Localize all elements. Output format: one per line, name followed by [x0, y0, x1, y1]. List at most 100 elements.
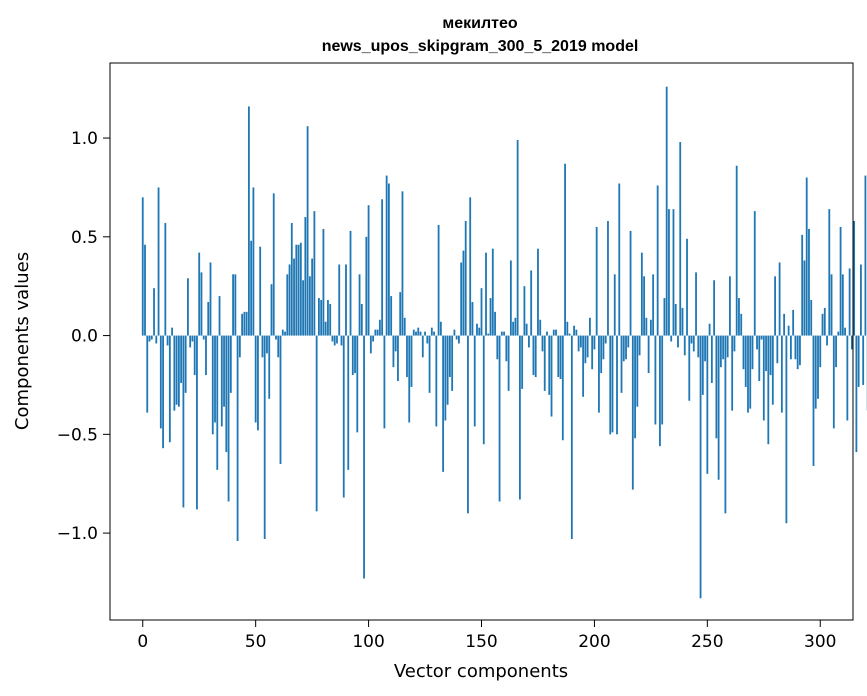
bar-124 — [421, 335, 424, 358]
bar-127 — [428, 335, 431, 393]
bar-21 — [189, 335, 192, 348]
bar-6 — [155, 335, 158, 344]
bar-172 — [530, 270, 533, 336]
bar-137 — [451, 335, 454, 391]
bar-142 — [462, 250, 465, 336]
bar-284 — [783, 313, 786, 336]
bar-251 — [708, 323, 711, 336]
bar-270 — [751, 335, 754, 370]
bar-219 — [636, 335, 639, 407]
bar-22 — [191, 335, 194, 342]
bar-98 — [363, 335, 365, 579]
bar-260 — [729, 276, 731, 336]
bar-84 — [331, 335, 334, 342]
bar-99 — [365, 236, 368, 336]
bar-308 — [837, 331, 840, 336]
bar-119 — [410, 335, 413, 387]
bar-300 — [819, 335, 822, 368]
bar-241 — [686, 238, 688, 336]
bar-33 — [216, 335, 219, 470]
bar-248 — [701, 335, 704, 395]
bar-114 — [399, 292, 402, 336]
bar-204 — [602, 335, 605, 360]
bar-69 — [297, 244, 300, 336]
bar-2 — [146, 335, 149, 413]
bar-274 — [760, 335, 763, 340]
bar-199 — [591, 335, 594, 370]
bar-140 — [458, 335, 460, 344]
bar-183 — [555, 329, 557, 336]
bar-273 — [758, 335, 761, 381]
bar-11 — [166, 335, 169, 346]
bar-201 — [595, 226, 598, 336]
bar-153 — [487, 333, 490, 336]
bar-70 — [299, 242, 302, 336]
bar-181 — [550, 335, 553, 417]
bar-139 — [455, 335, 458, 340]
bar-237 — [677, 335, 679, 348]
bar-179 — [546, 331, 548, 336]
chart-subtitle: news_upos_skipgram_300_5_2019 model — [322, 38, 639, 55]
bar-107 — [383, 335, 386, 429]
x-tick-label: 200 — [578, 632, 610, 652]
bar-203 — [600, 335, 603, 374]
bar-250 — [706, 335, 709, 474]
bar-96 — [358, 274, 361, 336]
bar-277 — [767, 335, 770, 445]
bar-205 — [604, 335, 607, 344]
bar-7 — [157, 187, 160, 336]
bar-146 — [471, 302, 474, 336]
bar-83 — [329, 303, 332, 336]
bar-257 — [722, 335, 725, 360]
bar-232 — [665, 86, 668, 336]
bar-46 — [245, 311, 248, 336]
bar-254 — [715, 335, 718, 439]
bar-24 — [196, 335, 198, 510]
y-tick-label: 1.0 — [71, 129, 98, 149]
bar-197 — [586, 335, 589, 358]
bar-229 — [659, 335, 661, 447]
bar-156 — [494, 311, 496, 336]
bar-230 — [661, 335, 664, 425]
bar-193 — [577, 335, 580, 352]
bar-10 — [164, 222, 167, 336]
bar-160 — [503, 331, 505, 336]
bar-56 — [268, 335, 271, 399]
x-tick-label: 0 — [137, 632, 148, 652]
bar-120 — [412, 329, 415, 336]
bar-62 — [281, 329, 284, 336]
bar-318 — [860, 264, 862, 336]
bar-77 — [315, 335, 318, 512]
bar-196 — [584, 335, 587, 364]
bar-159 — [500, 331, 503, 336]
bar-266 — [742, 335, 745, 370]
bar-283 — [780, 335, 783, 413]
bar-186 — [561, 335, 564, 441]
bar-48 — [250, 240, 253, 336]
bar-20 — [187, 278, 189, 336]
bar-117 — [406, 335, 408, 378]
bar-234 — [670, 335, 673, 342]
bar-264 — [738, 298, 740, 336]
bar-202 — [598, 335, 600, 413]
bar-292 — [801, 234, 804, 336]
bar-209 — [613, 274, 616, 336]
bar-63 — [284, 331, 286, 336]
bar-23 — [193, 335, 196, 376]
bar-247 — [699, 335, 702, 599]
bar-141 — [460, 262, 463, 336]
bar-151 — [482, 335, 485, 445]
bar-132 — [439, 321, 442, 336]
bar-37 — [225, 335, 228, 453]
bar-44 — [241, 313, 244, 336]
bar-213 — [622, 335, 625, 362]
bar-280 — [774, 276, 776, 336]
bar-97 — [360, 303, 363, 336]
bar-130 — [435, 335, 438, 427]
bar-242 — [688, 335, 691, 401]
bar-245 — [695, 272, 697, 336]
bar-217 — [631, 335, 634, 490]
bar-200 — [593, 335, 596, 350]
bar-86 — [336, 335, 338, 344]
